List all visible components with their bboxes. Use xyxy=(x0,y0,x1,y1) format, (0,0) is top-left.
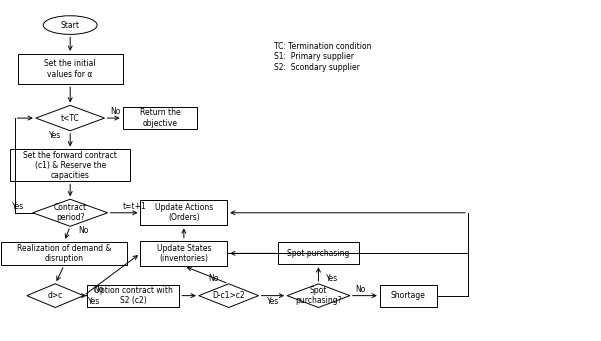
Text: Spot purchasing: Spot purchasing xyxy=(287,249,350,258)
Text: Yes: Yes xyxy=(49,131,61,140)
Text: Set the initial
values for α: Set the initial values for α xyxy=(44,59,96,79)
Text: Option contract with
S2 (c2): Option contract with S2 (c2) xyxy=(94,286,172,305)
Text: No: No xyxy=(78,226,88,235)
Text: Shortage: Shortage xyxy=(391,291,426,300)
Text: D-c1>c2: D-c1>c2 xyxy=(212,291,245,300)
Text: t=t+1: t=t+1 xyxy=(123,202,147,211)
Text: No: No xyxy=(355,285,366,294)
Text: No: No xyxy=(209,274,219,283)
Text: Spot
purchasing?: Spot purchasing? xyxy=(295,286,342,305)
Text: Return the
objective: Return the objective xyxy=(139,108,180,128)
Text: Update States
(inventories): Update States (inventories) xyxy=(157,244,211,263)
Text: No: No xyxy=(110,107,121,117)
Text: Yes: Yes xyxy=(267,297,279,306)
Text: Yes: Yes xyxy=(326,274,338,283)
Text: Start: Start xyxy=(61,20,80,30)
Text: TC: Termination condition
S1:  Primary supplier
S2:  Scondary supplier: TC: Termination condition S1: Primary su… xyxy=(273,42,371,72)
Text: Yes: Yes xyxy=(11,202,24,211)
Text: Contract
period?: Contract period? xyxy=(53,203,87,222)
Text: Update Actions
(Orders): Update Actions (Orders) xyxy=(154,203,213,222)
Text: Realization of demand &
disruption: Realization of demand & disruption xyxy=(17,244,111,263)
Text: Yes: Yes xyxy=(88,297,100,306)
Text: No: No xyxy=(93,285,104,294)
Text: t<TC: t<TC xyxy=(61,114,79,122)
Text: d>c: d>c xyxy=(47,291,63,300)
Text: Set the forward contract
(c1) & Reserve the
capacities: Set the forward contract (c1) & Reserve … xyxy=(23,150,117,180)
